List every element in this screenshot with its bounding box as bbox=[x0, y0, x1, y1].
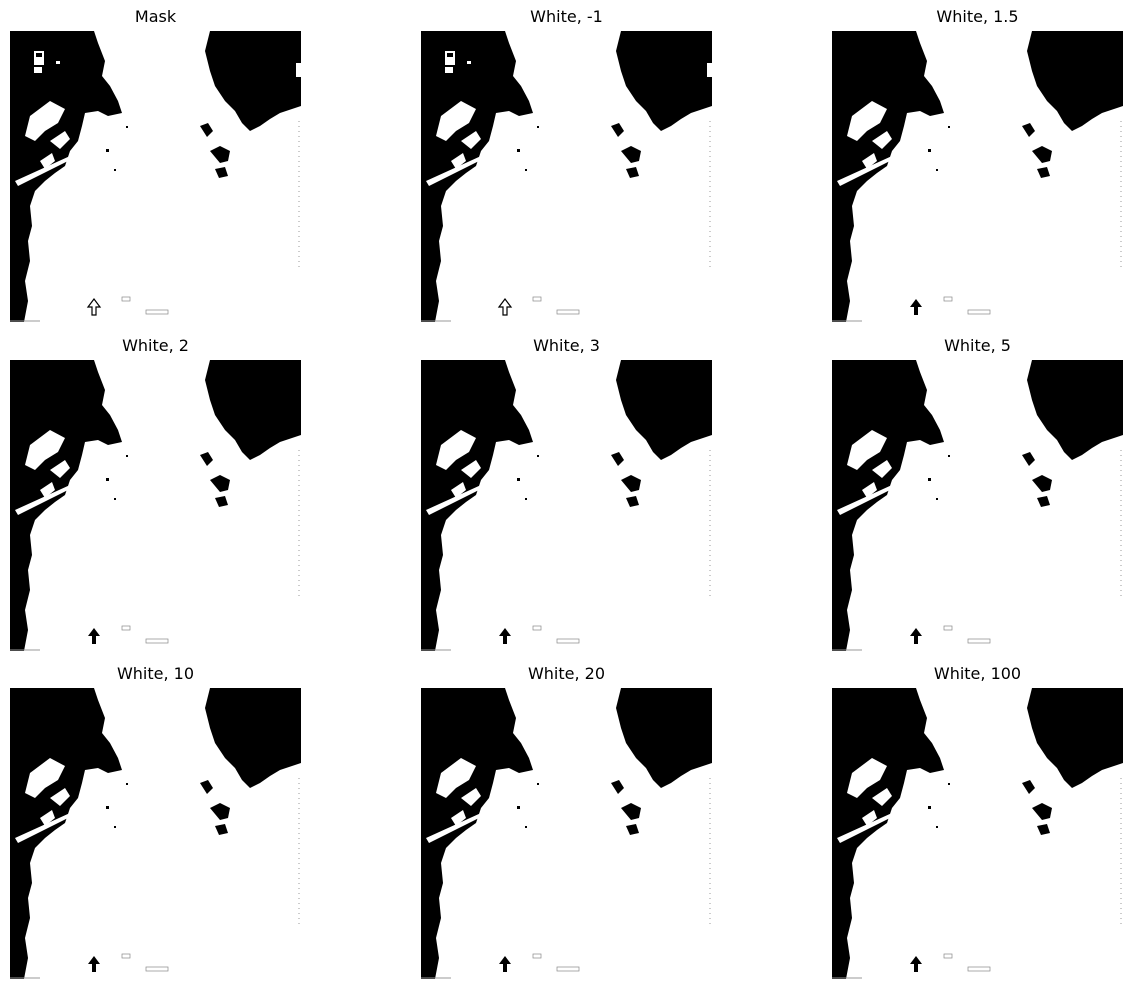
panel-title: White, 20 bbox=[527, 664, 606, 683]
panel-title: White, 10 bbox=[116, 664, 195, 683]
panel-title: Mask bbox=[134, 7, 177, 26]
mask-image bbox=[832, 31, 1123, 322]
mask-image bbox=[832, 688, 1123, 979]
map-panel: White, 2 bbox=[10, 336, 301, 651]
mask-image bbox=[10, 688, 301, 979]
map-panel: White, 100 bbox=[832, 664, 1123, 979]
panel-title: White, 2 bbox=[122, 336, 189, 355]
panel-title: White, 1.5 bbox=[936, 7, 1019, 26]
map-panel: White, 20 bbox=[421, 664, 712, 979]
map-panel: Mask bbox=[10, 7, 301, 322]
map-panel: White, 1.5 bbox=[832, 7, 1123, 322]
panel-title: White, 100 bbox=[933, 664, 1022, 683]
map-panel: White, -1 bbox=[421, 7, 712, 322]
mask-image bbox=[421, 31, 712, 322]
mask-image bbox=[10, 31, 301, 322]
map-panel: White, 3 bbox=[421, 336, 712, 651]
map-panel: White, 5 bbox=[832, 336, 1123, 651]
panel-title: White, 5 bbox=[944, 336, 1011, 355]
mask-image bbox=[421, 360, 712, 651]
map-panel: White, 10 bbox=[10, 664, 301, 979]
panel-title: White, -1 bbox=[530, 7, 603, 26]
panel-title: White, 3 bbox=[533, 336, 600, 355]
mask-image bbox=[832, 360, 1123, 651]
mask-image bbox=[421, 688, 712, 979]
mask-image bbox=[10, 360, 301, 651]
